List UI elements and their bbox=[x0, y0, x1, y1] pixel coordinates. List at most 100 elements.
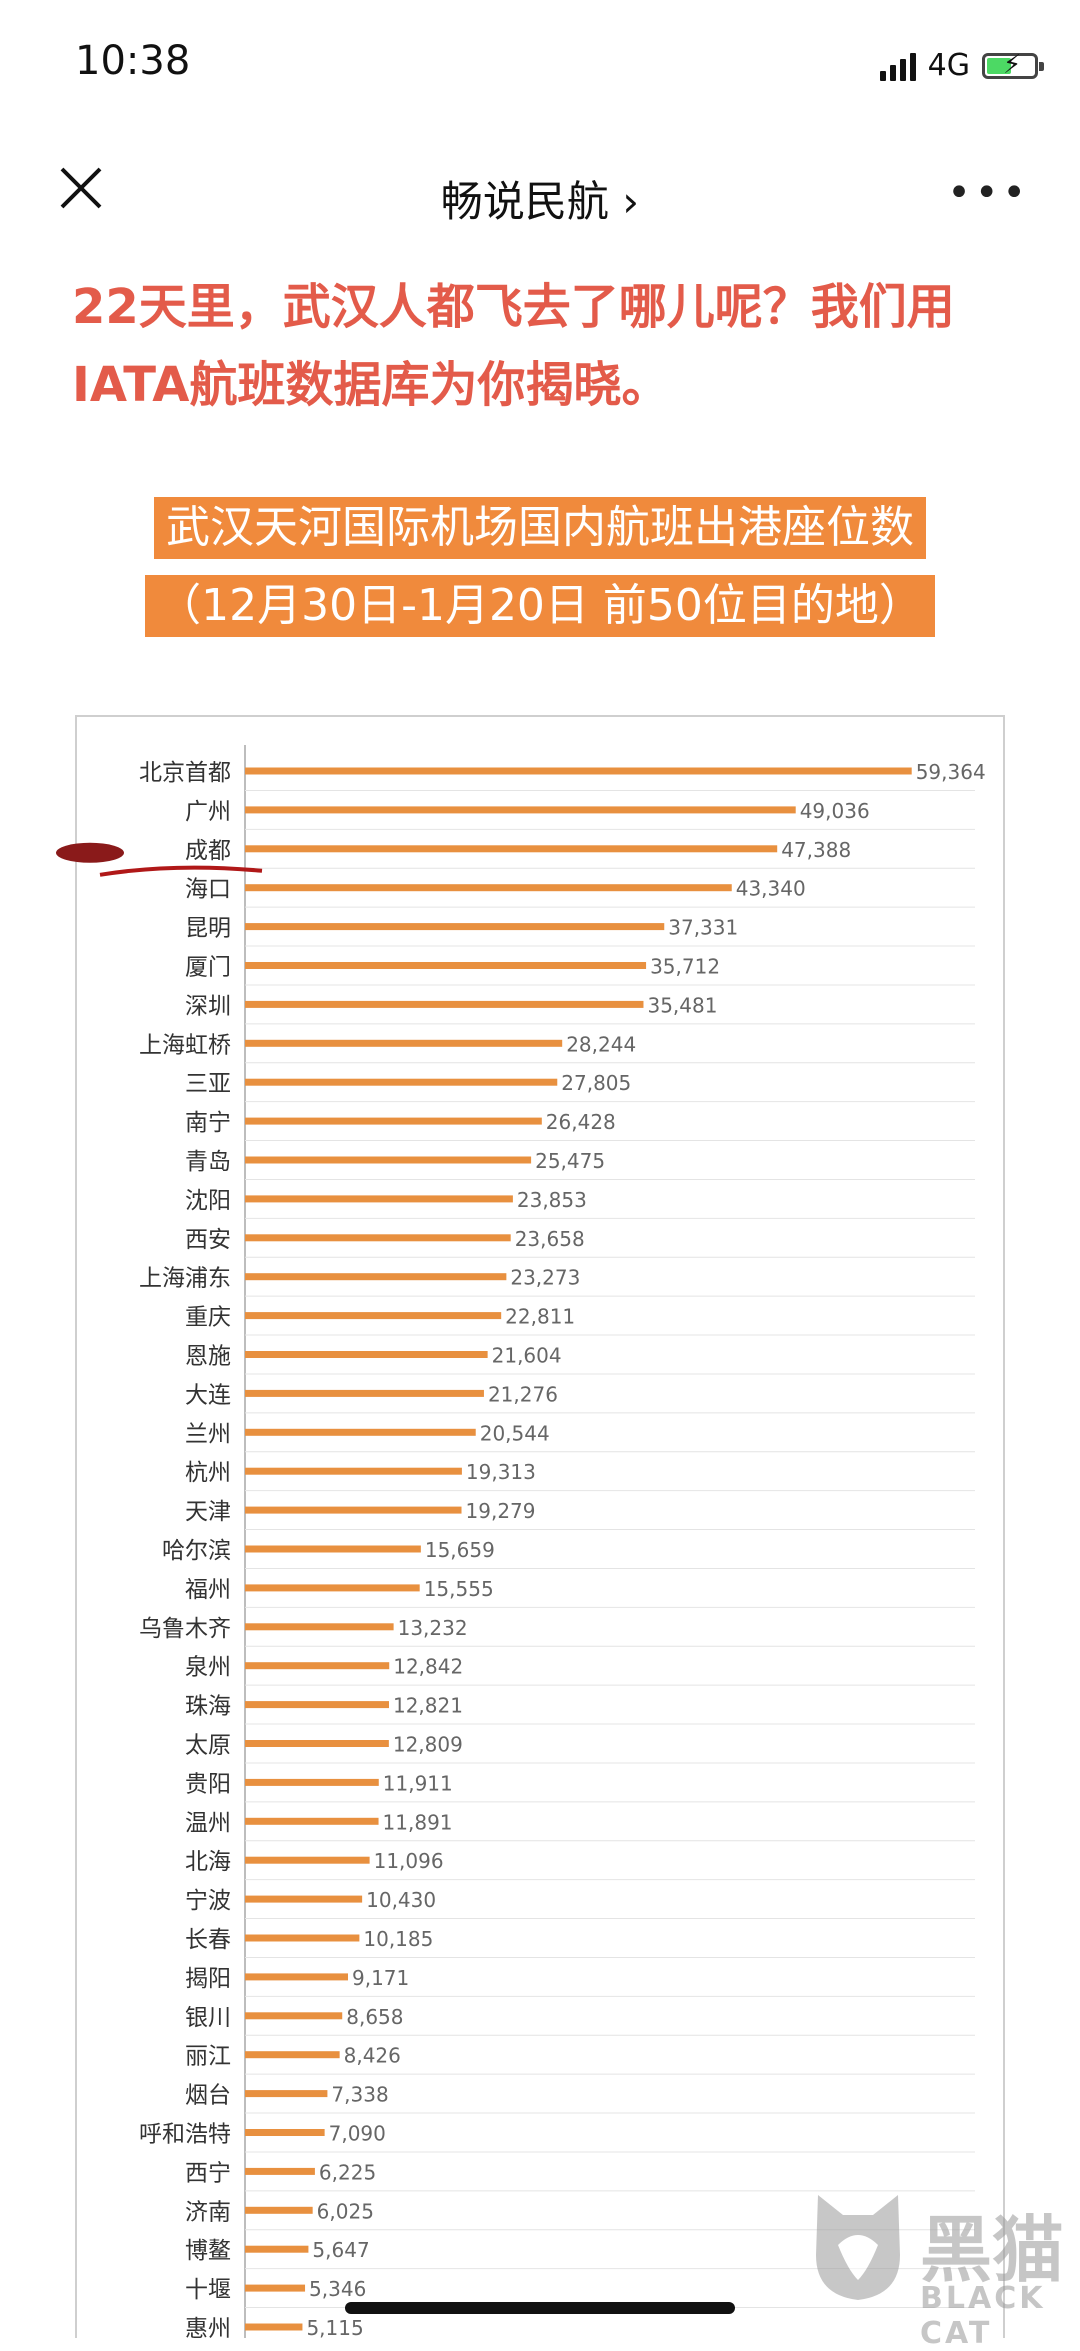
bar bbox=[245, 2323, 303, 2331]
category-label: 乌鲁木齐 bbox=[139, 1616, 231, 1642]
status-icons: 4G ⚡ bbox=[879, 48, 1044, 83]
category-label: 恩施 bbox=[185, 1344, 231, 1370]
value-label: 7,338 bbox=[331, 2083, 388, 2107]
value-label: 23,853 bbox=[517, 1188, 587, 1212]
value-label: 21,276 bbox=[488, 1382, 558, 1406]
bar bbox=[245, 2012, 343, 2020]
chart-banner-title: 武汉天河国际机场国内航班出港座位数 bbox=[0, 497, 1080, 559]
bar bbox=[245, 2284, 306, 2292]
bar bbox=[245, 1662, 390, 1670]
category-label: 济南 bbox=[185, 2199, 231, 2225]
bar bbox=[245, 1389, 484, 1397]
bar bbox=[245, 1545, 421, 1553]
value-label: 15,555 bbox=[424, 1577, 494, 1601]
value-label: 11,911 bbox=[383, 1771, 453, 1795]
watermark-subtitle: BLACK CAT bbox=[920, 2281, 1046, 2351]
black-cat-logo-icon bbox=[816, 2195, 900, 2300]
bar bbox=[245, 1584, 420, 1592]
value-label: 5,647 bbox=[312, 2238, 369, 2262]
value-label: 12,842 bbox=[393, 1655, 463, 1679]
value-label: 11,096 bbox=[374, 1849, 444, 1873]
chart-banner-subtitle: （12月30日-1月20日 前50位目的地） bbox=[0, 575, 1080, 637]
category-label: 揭阳 bbox=[185, 1966, 231, 1992]
bar bbox=[245, 2167, 315, 2175]
value-label: 8,426 bbox=[344, 2044, 401, 2068]
category-label: 成都 bbox=[185, 838, 231, 864]
bar bbox=[245, 962, 647, 969]
value-label: 10,185 bbox=[363, 1927, 433, 1951]
category-label: 珠海 bbox=[185, 1694, 231, 1720]
category-label: 重庆 bbox=[185, 1305, 231, 1331]
category-label: 厦门 bbox=[185, 955, 231, 981]
category-label: 上海浦东 bbox=[139, 1266, 231, 1292]
category-label: 烟台 bbox=[185, 2083, 231, 2109]
bar bbox=[245, 845, 778, 853]
value-label: 26,428 bbox=[546, 1110, 616, 1134]
value-label: 9,171 bbox=[352, 1966, 409, 1990]
value-label: 6,025 bbox=[317, 2199, 374, 2223]
bar bbox=[245, 1817, 379, 1825]
category-label: 博鳌 bbox=[185, 2238, 231, 2264]
bar bbox=[245, 1234, 511, 1242]
bar bbox=[245, 1039, 563, 1047]
chart-title: 武汉天河国际机场国内航班出港座位数 bbox=[154, 497, 926, 559]
value-label: 28,244 bbox=[566, 1032, 636, 1056]
bar bbox=[245, 767, 912, 775]
bar bbox=[245, 2245, 309, 2253]
chart-subtitle: （12月30日-1月20日 前50位目的地） bbox=[145, 575, 935, 637]
bar bbox=[245, 2206, 313, 2214]
bar bbox=[245, 923, 665, 931]
bar bbox=[245, 2090, 328, 2098]
bar bbox=[245, 2051, 340, 2059]
status-time: 10:38 bbox=[75, 38, 191, 84]
category-label: 杭州 bbox=[185, 1460, 231, 1486]
value-label: 25,475 bbox=[535, 1149, 605, 1173]
value-label: 12,821 bbox=[393, 1694, 463, 1718]
value-label: 19,279 bbox=[466, 1499, 536, 1523]
value-label: 22,811 bbox=[505, 1305, 575, 1329]
more-icon[interactable]: ••• bbox=[947, 170, 1030, 216]
category-label: 西安 bbox=[185, 1227, 231, 1253]
category-label: 沈阳 bbox=[185, 1188, 231, 1214]
bar bbox=[245, 1856, 370, 1864]
nav-title[interactable]: 畅说民航 › bbox=[440, 177, 640, 226]
category-label: 海口 bbox=[185, 877, 231, 903]
value-label: 21,604 bbox=[492, 1344, 562, 1368]
bar bbox=[245, 1312, 502, 1320]
bar bbox=[245, 1195, 513, 1203]
value-label: 15,659 bbox=[425, 1538, 495, 1562]
category-label: 北京首都 bbox=[139, 760, 231, 786]
bar bbox=[245, 1467, 462, 1475]
nav-bar: 畅说民航 › ••• bbox=[0, 130, 1080, 250]
watermark: 黑猫 BLACK CAT bbox=[808, 2185, 1078, 2351]
value-label: 5,346 bbox=[309, 2277, 366, 2301]
value-label: 47,388 bbox=[781, 838, 851, 862]
bar bbox=[245, 1740, 389, 1747]
bar bbox=[245, 1934, 360, 1942]
category-label: 十堰 bbox=[185, 2277, 231, 2303]
bar bbox=[245, 1351, 488, 1358]
value-label: 43,340 bbox=[736, 877, 806, 901]
bar bbox=[245, 1428, 476, 1436]
value-label: 10,430 bbox=[366, 1888, 436, 1912]
home-indicator[interactable] bbox=[345, 2302, 735, 2314]
highlight-mark bbox=[56, 842, 124, 863]
category-label: 广州 bbox=[185, 799, 231, 825]
category-label: 上海虹桥 bbox=[139, 1032, 231, 1058]
category-label: 哈尔滨 bbox=[162, 1538, 231, 1564]
value-label: 59,364 bbox=[916, 760, 986, 784]
bar bbox=[245, 1623, 394, 1631]
category-label: 天津 bbox=[185, 1499, 231, 1525]
close-icon[interactable] bbox=[56, 163, 106, 213]
bar bbox=[245, 1701, 389, 1709]
category-label: 长春 bbox=[185, 1927, 231, 1953]
chart-frame bbox=[75, 715, 1005, 2338]
category-label: 太原 bbox=[185, 1733, 231, 1759]
value-label: 23,658 bbox=[515, 1227, 585, 1251]
category-label: 银川 bbox=[185, 2005, 231, 2031]
value-label: 5,115 bbox=[306, 2316, 363, 2338]
battery-icon: ⚡ bbox=[982, 50, 1044, 80]
bar bbox=[245, 1078, 558, 1086]
category-label: 青岛 bbox=[185, 1149, 231, 1175]
